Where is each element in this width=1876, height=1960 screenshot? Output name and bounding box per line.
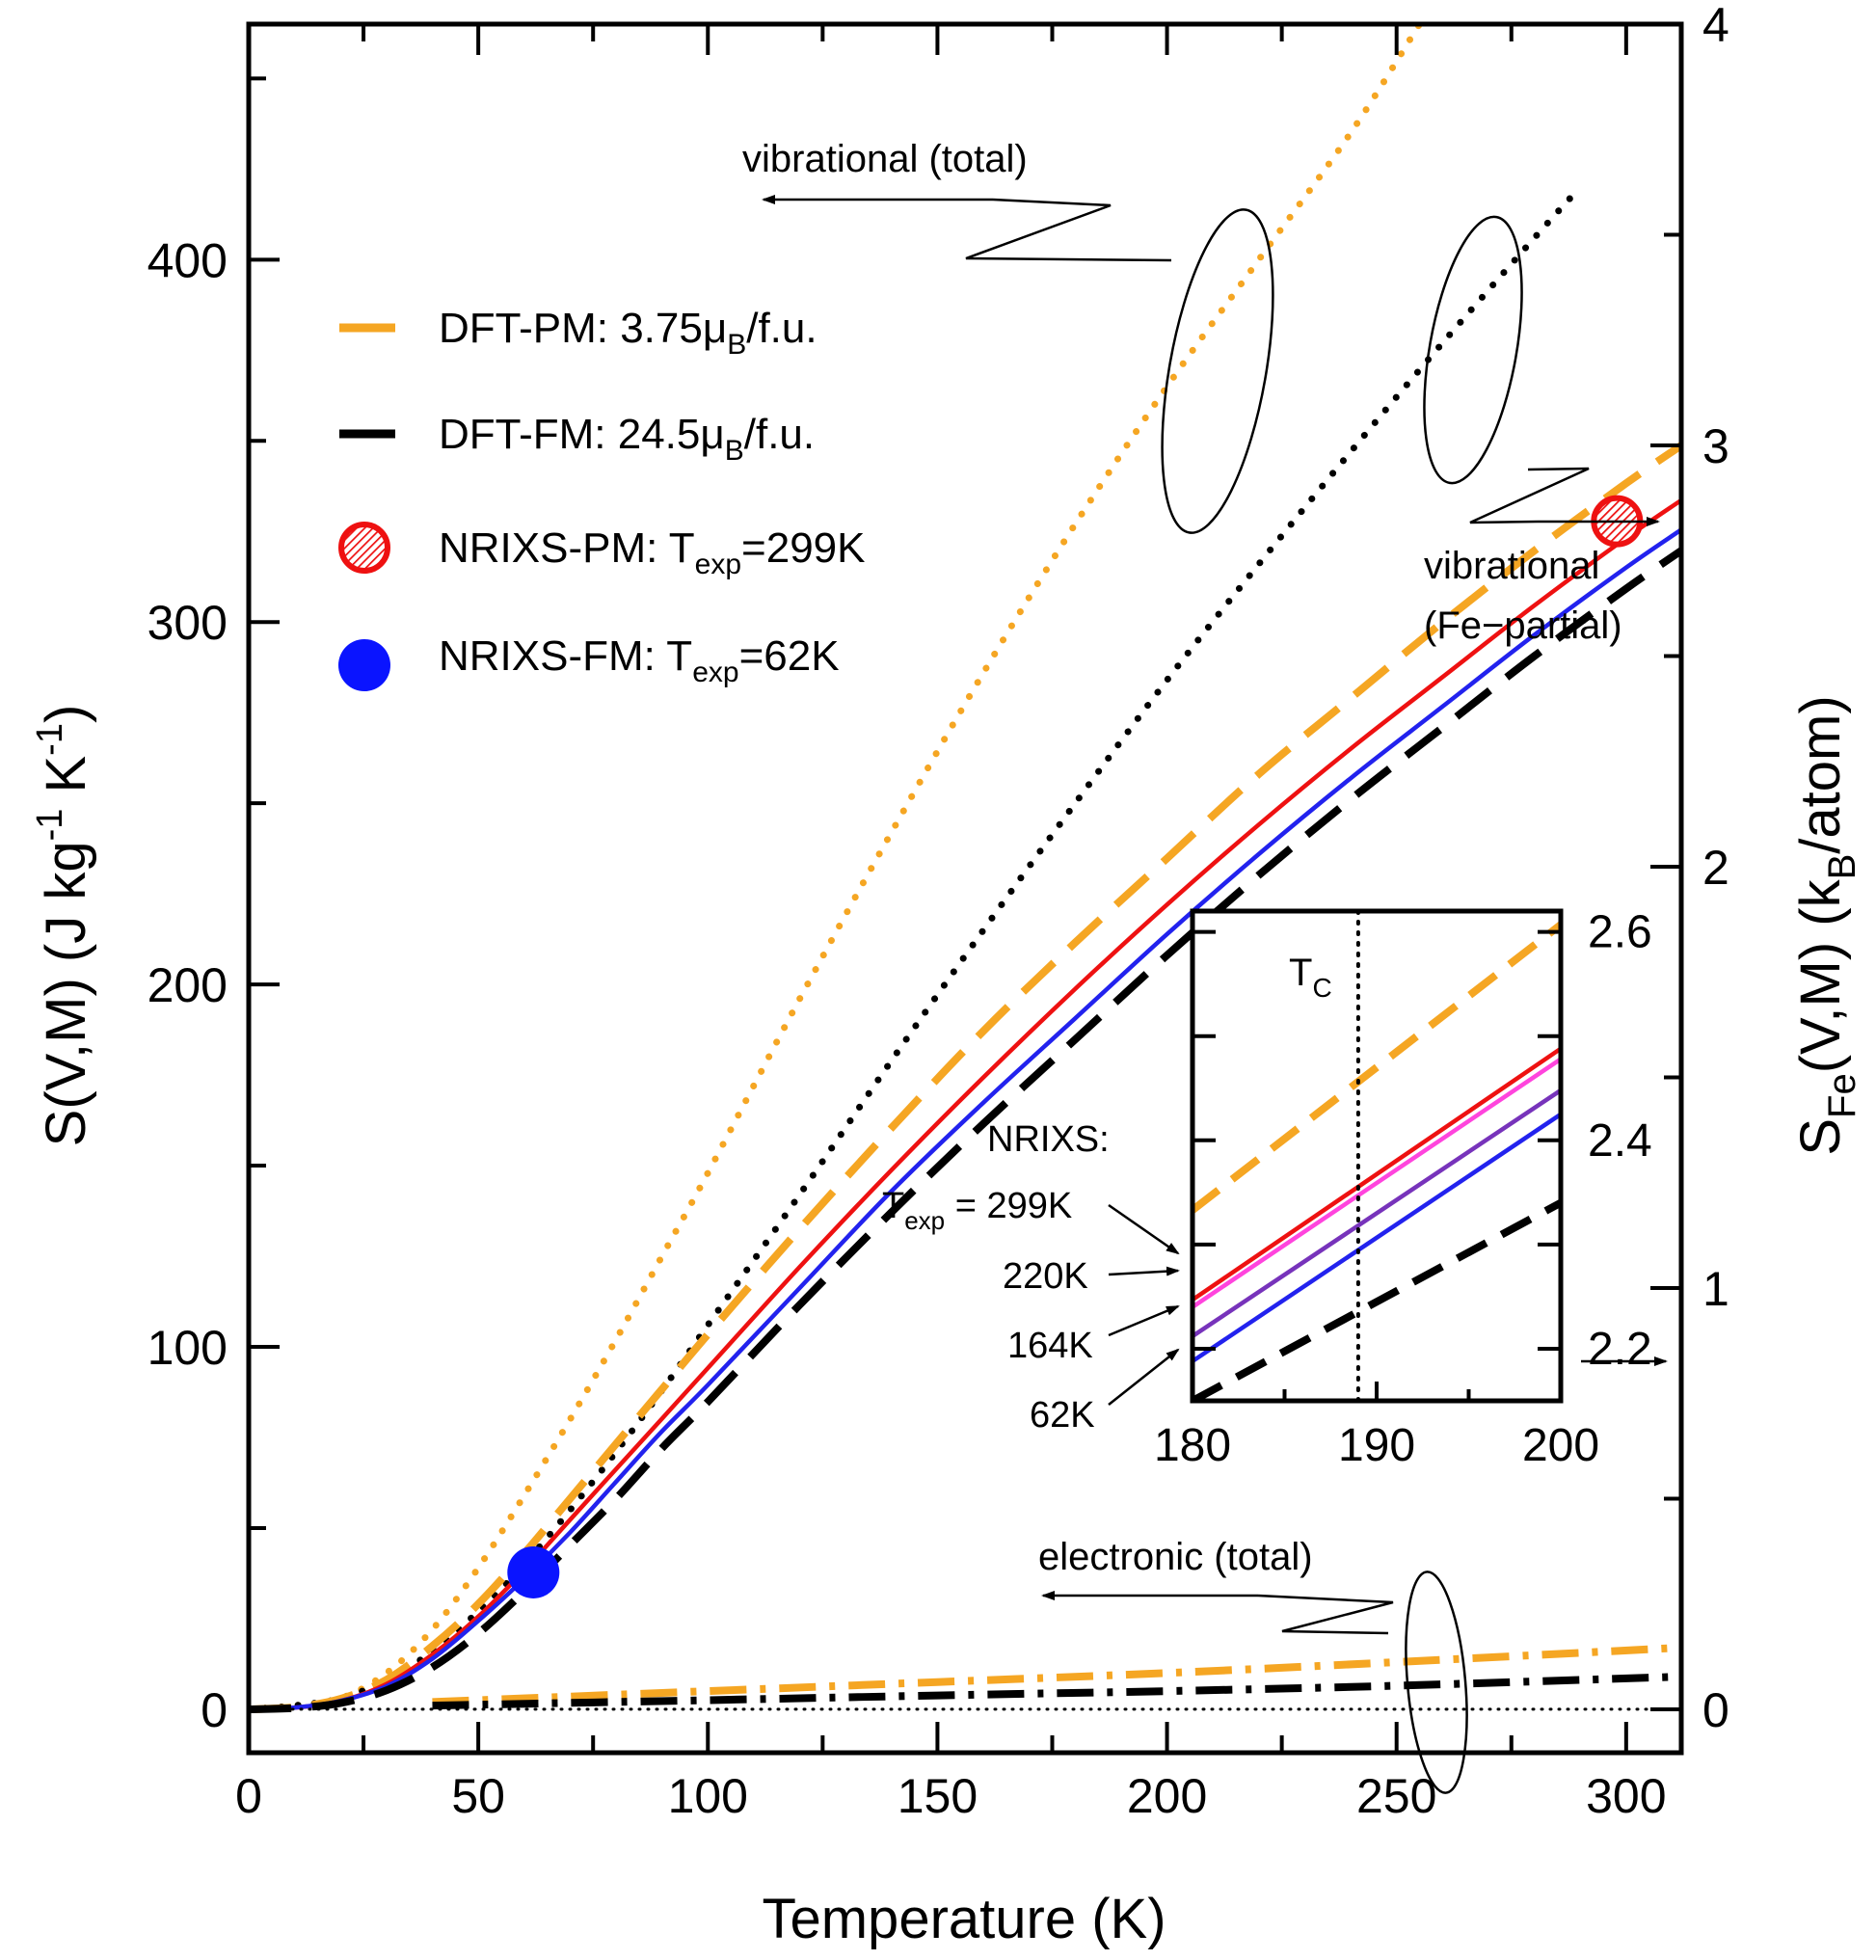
- inset-x-tick-label: 200: [1522, 1420, 1599, 1471]
- texp-label-299k: Texp = 299K: [882, 1186, 1072, 1235]
- inset-series-group: [1193, 921, 1561, 1401]
- x-tick-label: 300: [1586, 1769, 1666, 1823]
- y-right-tick-label: 0: [1702, 1683, 1729, 1737]
- inset-y-tick-label: 2.4: [1588, 1115, 1652, 1167]
- inset-series-220k: [1193, 1057, 1561, 1309]
- y-left-tick-label: 200: [147, 958, 228, 1012]
- inset-background: [1193, 911, 1561, 1401]
- annotation-vibrational-partial-line2: (Fe−partial): [1424, 604, 1622, 647]
- inset-y-tick-label: 2.2: [1588, 1324, 1652, 1375]
- x-axis-title: Temperature (K): [762, 1888, 1166, 1950]
- label-62k: 62K: [1030, 1395, 1095, 1436]
- inset-series-299k: [1193, 1046, 1561, 1302]
- main-plot-frame: [246, 21, 1684, 1756]
- y-right-tick-label: 1: [1702, 1262, 1729, 1316]
- annotation-vibrational-total: vibrational (total): [742, 138, 1028, 180]
- x-tick-label: 100: [668, 1769, 748, 1823]
- zigzag-vibrational-partial: [1469, 467, 1590, 524]
- legend-label-dft-pm: DFT-PM: 3.75μB/f.u.: [439, 305, 817, 361]
- nrixs-header: NRIXS:: [987, 1119, 1110, 1160]
- ellipse-electronic-total: [1405, 1571, 1468, 1794]
- x-tick-label: 150: [898, 1769, 978, 1823]
- legend: DFT-PM: 3.75μB/f.u. DFT-FM: 24.5μB/f.u. …: [338, 305, 866, 691]
- legend-marker-nrixs-fm: [338, 639, 390, 691]
- inset-ticks-group: 180 190 200 2.2 2.4 2.6: [1154, 907, 1652, 1471]
- y-axis-right-title: SFe(V,M) (kB/atom): [1789, 695, 1863, 1155]
- series-electronic-total-dft-fm: [432, 1673, 1681, 1710]
- ellipse-vibrational-partial: [1423, 215, 1523, 485]
- legend-marker-nrixs-pm: [338, 522, 390, 574]
- inset-x-tick-label: 180: [1154, 1420, 1231, 1471]
- series-electronic-total-dft-pm: [432, 1644, 1681, 1706]
- y-left-tick-label: 400: [147, 233, 228, 287]
- ellipse-vibrational-total: [1161, 208, 1274, 534]
- main-series-group: [249, 24, 1681, 1713]
- x-tick-label: 50: [451, 1769, 505, 1823]
- arrow-299k: [1108, 1203, 1180, 1255]
- y-left-tick-label: 300: [147, 596, 228, 650]
- main-ticks-group: 0 50 100 150 200 250 300 0 100 200 300 400 0 1 2 3 4: [147, 0, 1729, 1823]
- inset-series-164k: [1193, 1088, 1561, 1338]
- legend-label-dft-fm: DFT-FM: 24.5μB/f.u.: [439, 411, 815, 467]
- y-right-tick-label: 2: [1702, 841, 1729, 895]
- legend-label-nrixs-fm: NRIXS-FM: Texp=62K: [439, 632, 840, 688]
- inset-series-dft-pm: [1193, 921, 1561, 1214]
- series-dft-fm-24-5-b-f-u-: [249, 547, 1681, 1713]
- arrow-164k: [1108, 1304, 1180, 1337]
- y-left-tick-label: 100: [147, 1321, 228, 1375]
- inset-x-tick-label: 190: [1338, 1420, 1415, 1471]
- y-axis-left-title: S(V,M) (J kg-1 K-1): [30, 705, 97, 1147]
- label-220k: 220K: [1003, 1256, 1088, 1297]
- zigzag-vibrational-total: [965, 198, 1172, 262]
- x-tick-label: 250: [1356, 1769, 1436, 1823]
- inset-series-dft-fm: [1193, 1199, 1561, 1401]
- annotation-vibrational-partial-line1: vibrational: [1424, 545, 1599, 587]
- inset-y-tick-label: 2.6: [1588, 907, 1652, 958]
- marker-nrixs-fm: [507, 1545, 560, 1598]
- inset-series-62k: [1193, 1112, 1561, 1363]
- tc-label: TC: [1289, 952, 1332, 1003]
- legend-label-nrixs-pm: NRIXS-PM: Texp=299K: [439, 524, 866, 580]
- y-right-tick-label: 3: [1702, 419, 1729, 473]
- y-left-tick-label: 0: [201, 1683, 228, 1737]
- y-right-tick-label: 4: [1702, 0, 1729, 52]
- series-nrixs-pm-299k: [249, 497, 1681, 1712]
- arrow-62k: [1108, 1348, 1180, 1406]
- series-dft-pm-3-75-b-f-u-: [249, 442, 1681, 1713]
- x-tick-label: 0: [235, 1769, 262, 1823]
- annotation-electronic-total: electronic (total): [1038, 1536, 1313, 1578]
- series-nrixs-fm-62k: [249, 527, 1681, 1712]
- x-tick-label: 200: [1127, 1769, 1207, 1823]
- label-164k: 164K: [1007, 1326, 1093, 1366]
- zigzag-electronic-total: [1257, 1594, 1394, 1635]
- arrow-220k: [1108, 1266, 1180, 1276]
